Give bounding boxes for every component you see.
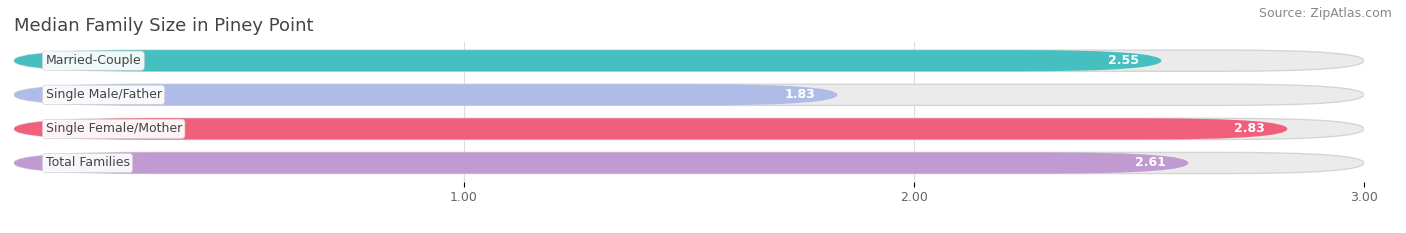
FancyBboxPatch shape [14, 152, 1188, 174]
FancyBboxPatch shape [14, 152, 1364, 174]
Text: Total Families: Total Families [45, 157, 129, 169]
FancyBboxPatch shape [14, 50, 1364, 71]
Text: 1.83: 1.83 [785, 88, 815, 101]
FancyBboxPatch shape [14, 118, 1288, 140]
FancyBboxPatch shape [14, 84, 1364, 105]
Text: 2.83: 2.83 [1234, 122, 1265, 135]
Text: Married-Couple: Married-Couple [45, 54, 141, 67]
Text: Median Family Size in Piney Point: Median Family Size in Piney Point [14, 17, 314, 35]
Text: Single Male/Father: Single Male/Father [45, 88, 162, 101]
FancyBboxPatch shape [14, 118, 1364, 140]
Text: 2.61: 2.61 [1135, 157, 1166, 169]
FancyBboxPatch shape [14, 84, 838, 105]
Text: Source: ZipAtlas.com: Source: ZipAtlas.com [1258, 7, 1392, 20]
FancyBboxPatch shape [14, 50, 1161, 71]
Text: Single Female/Mother: Single Female/Mother [45, 122, 181, 135]
Text: 2.55: 2.55 [1108, 54, 1139, 67]
